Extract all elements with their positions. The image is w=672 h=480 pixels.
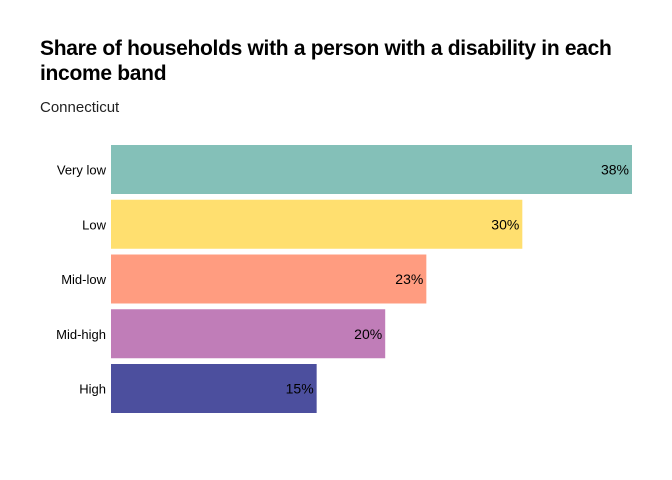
chart-title: Share of households with a person with a…	[40, 37, 612, 85]
category-label-mid-low: Mid-low	[61, 272, 106, 287]
chart-subtitle: Connecticut	[40, 99, 120, 116]
bar-mid-high	[111, 309, 386, 359]
value-label-low: 30%	[491, 216, 519, 232]
value-label-mid-low: 23%	[395, 271, 423, 287]
category-label-high: High	[79, 382, 106, 397]
bar-high	[111, 364, 317, 413]
category-label-very-low: Very low	[57, 163, 107, 178]
value-label-very-low: 38%	[601, 162, 629, 178]
bar-low	[111, 199, 523, 249]
category-label-mid-high: Mid-high	[56, 327, 106, 342]
value-label-mid-high: 20%	[354, 326, 382, 342]
category-label-low: Low	[82, 217, 106, 232]
value-label-high: 15%	[286, 381, 314, 397]
bar-very-low	[111, 145, 632, 194]
bar-mid-low	[111, 254, 427, 304]
